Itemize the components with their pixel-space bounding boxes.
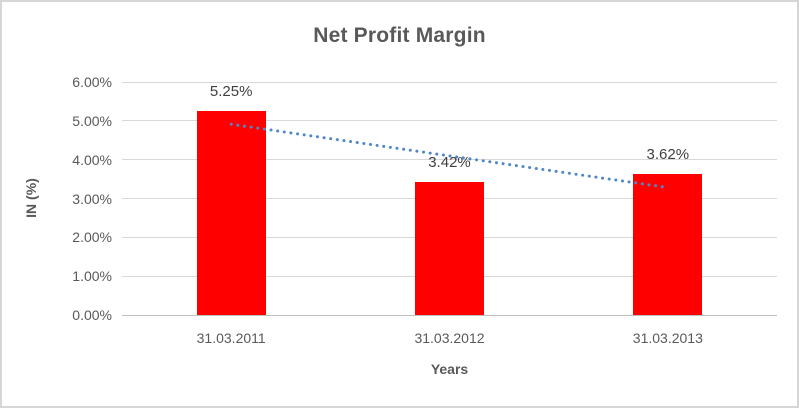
x-axis-title: Years bbox=[430, 361, 469, 377]
bar-data-label: 3.62% bbox=[646, 146, 690, 164]
gridline bbox=[122, 120, 777, 122]
bar-data-label: 5.25% bbox=[209, 83, 253, 101]
y-tick-label: 2.00% bbox=[72, 229, 112, 246]
gridline bbox=[122, 159, 777, 161]
bar bbox=[196, 111, 266, 315]
trendline bbox=[229, 122, 670, 190]
x-axis-line bbox=[122, 315, 777, 316]
bar-data-label: 3.42% bbox=[428, 154, 471, 172]
y-tick-label: 1.00% bbox=[72, 268, 112, 285]
x-tick-label: 31.03.2013 bbox=[632, 330, 703, 346]
y-tick-label: 5.00% bbox=[72, 112, 112, 129]
y-tick-label: 4.00% bbox=[72, 151, 112, 168]
y-tick-label: 6.00% bbox=[72, 74, 112, 90]
x-tick-label: 31.03.2011 bbox=[196, 330, 266, 346]
y-tick-label: 3.00% bbox=[72, 190, 112, 207]
y-axis-title: IN (%) bbox=[23, 178, 39, 218]
bar bbox=[633, 174, 703, 315]
chart-title: Net Profit Margin bbox=[313, 24, 486, 47]
bar bbox=[415, 182, 484, 315]
x-tick-label: 31.03.2012 bbox=[414, 330, 485, 346]
gridline bbox=[122, 81, 777, 83]
y-tick-label: 0.00% bbox=[72, 307, 112, 323]
